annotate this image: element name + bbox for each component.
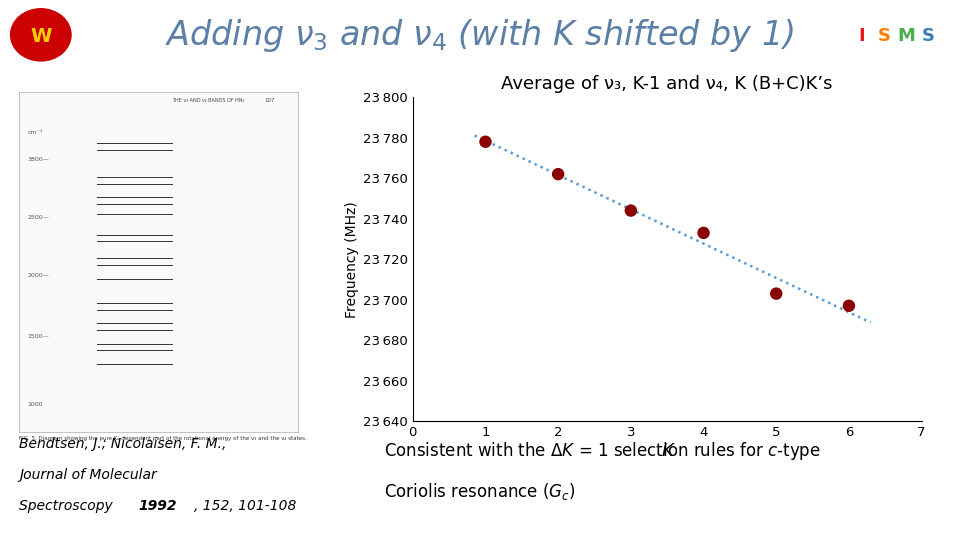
Text: Spectroscopy: Spectroscopy: [19, 499, 117, 513]
Point: [841, 301, 856, 310]
Point: [769, 289, 784, 298]
Title: Average of ν₃, K-1 and ν₄, K (B+C)K’s: Average of ν₃, K-1 and ν₄, K (B+C)K’s: [501, 75, 833, 93]
Text: , 152, 101-108: , 152, 101-108: [194, 499, 297, 513]
Text: cm⁻¹: cm⁻¹: [28, 130, 43, 135]
Text: 1000: 1000: [28, 402, 43, 407]
Text: Coriolis resonance ($G_c$): Coriolis resonance ($G_c$): [384, 481, 576, 502]
Text: Consistent with the $\Delta K$ = 1 selection rules for $c$-type: Consistent with the $\Delta K$ = 1 selec…: [384, 440, 821, 462]
Text: S: S: [922, 27, 935, 45]
Text: THE ν₃ AND ν₄ BANDS OF HN₃: THE ν₃ AND ν₄ BANDS OF HN₃: [173, 98, 245, 103]
Point: [696, 228, 711, 237]
Y-axis label: Frequency (MHz): Frequency (MHz): [345, 201, 359, 318]
Text: 1992: 1992: [138, 499, 177, 513]
Text: W: W: [30, 26, 52, 45]
Point: [550, 170, 565, 178]
Text: 2500—: 2500—: [28, 215, 49, 220]
Text: 1500—: 1500—: [28, 334, 49, 339]
Point: [478, 137, 493, 146]
Text: Adding $\nu_3$ and $\nu_4$ (with $K$ shifted by 1): Adding $\nu_3$ and $\nu_4$ (with $K$ shi…: [165, 17, 795, 53]
Text: Bendtsen, J.; Nicolaisen, F. M.,: Bendtsen, J.; Nicolaisen, F. M.,: [19, 437, 227, 451]
Text: 107: 107: [265, 98, 276, 103]
Point: [623, 206, 638, 215]
Text: 2000—: 2000—: [28, 273, 49, 278]
X-axis label: K: K: [661, 442, 673, 460]
Text: M: M: [897, 27, 915, 45]
Text: S: S: [877, 27, 890, 45]
Text: FIG. 5. Diagram showing the pure Kₐ-dependent part of the rotational energy of t: FIG. 5. Diagram showing the pure Kₐ-depe…: [19, 436, 307, 441]
Circle shape: [11, 9, 71, 61]
Text: 3800—: 3800—: [28, 157, 49, 163]
Text: Journal of Molecular: Journal of Molecular: [19, 468, 156, 482]
Text: I: I: [858, 27, 865, 45]
